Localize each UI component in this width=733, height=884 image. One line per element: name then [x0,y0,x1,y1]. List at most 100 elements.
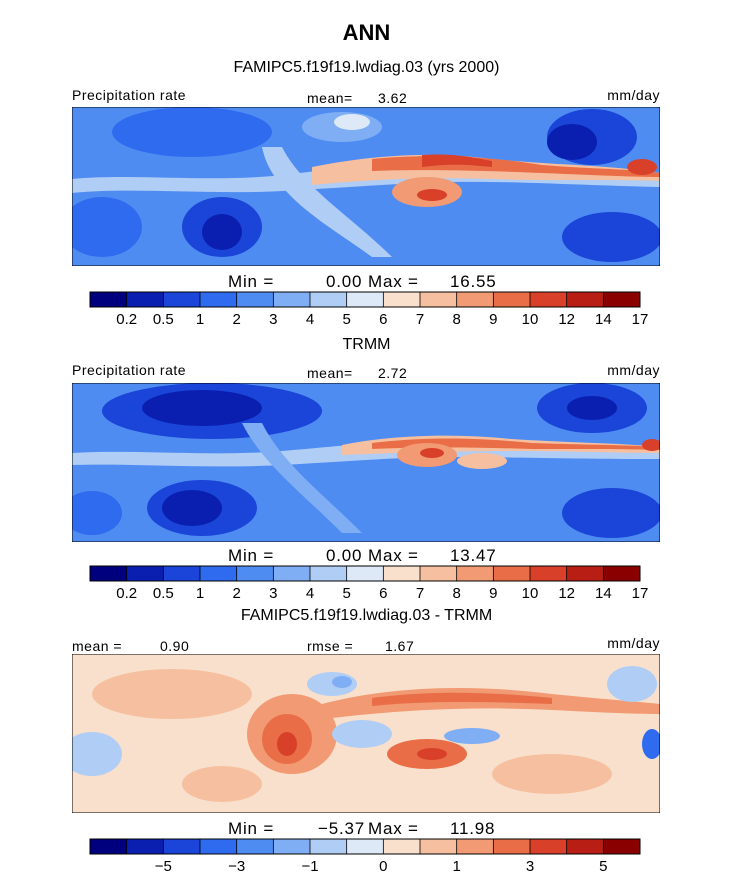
colorbar-tick-label: 0.5 [153,585,174,602]
colorbar-tick-label: 8 [452,311,460,328]
colorbar-tick-label: 1 [196,311,204,328]
colorbar-tick-label: 9 [489,585,497,602]
panel3-max-label: Max = [368,819,419,838]
panel3-map [72,654,660,813]
colorbar-swatch [200,566,238,581]
colorbar-swatch [273,292,311,307]
colorbar-tick-label: 2 [232,311,240,328]
colorbar-swatch [90,566,128,581]
colorbar-tick-label: 3 [269,585,277,602]
panel3-units-label: mm/day [607,635,660,651]
colorbar-swatch [273,566,311,581]
panel3-mean-value: 0.90 [160,638,190,654]
colorbar-tick-label: 4 [306,311,314,328]
colorbar-swatch [200,292,238,307]
colorbar-tick-label: 9 [489,311,497,328]
panel2-variable-label: Precipitation rate [72,362,187,378]
colorbar-swatch [456,839,494,854]
panel1-mean-value: 3.62 [378,90,408,106]
colorbar-tick-label: 17 [632,585,649,602]
colorbar-swatch [200,839,238,854]
colorbar-tick-label: 3 [526,858,534,875]
colorbar-tick-label: 5 [599,858,607,875]
colorbar-swatch [346,566,384,581]
colorbar-tick-label: 12 [558,585,575,602]
panel1-units-label: mm/day [607,87,660,103]
panel1-variable-label: Precipitation rate [72,87,187,103]
colorbar-tick-label: 4 [306,585,314,602]
colorbar-tick-label: 5 [342,585,350,602]
colorbar-tick-label: −5 [155,858,172,875]
panel2-colorbar: 0.2 0.5 1 2 3 4 5 6 7 8 9 10 12 14 17 [89,565,648,602]
panel1-mean-label: mean= [307,90,353,106]
colorbar-tick-label: 7 [416,311,424,328]
colorbar-tick-label: 17 [632,311,649,328]
colorbar-swatch [493,839,531,854]
colorbar-swatch [420,839,458,854]
panel1-min-label: Min = [228,272,275,291]
panel3-max-value: 11.98 [450,819,496,838]
colorbar-tick-label: 1 [452,858,460,875]
colorbar-swatch [126,839,164,854]
panel2-max-label: Max = [368,546,419,565]
colorbar-tick-label: 1 [196,585,204,602]
colorbar-tick-label: 6 [379,311,387,328]
colorbar-swatch [346,839,384,854]
colorbar-swatch [530,566,568,581]
panel2-mean-value: 2.72 [378,365,408,381]
colorbar-swatch [566,292,604,307]
colorbar-tick-label: 2 [232,585,240,602]
panel2-mean-label: mean= [307,365,353,381]
colorbar-swatch [163,292,201,307]
panel2-max-value: 13.47 [450,546,497,565]
colorbar-swatch [420,566,458,581]
colorbar-tick-label: 8 [452,585,460,602]
colorbar-frame [89,565,641,582]
colorbar-swatch [126,292,164,307]
colorbar-tick-label: 7 [416,585,424,602]
panel2-map [72,383,660,542]
colorbar-tick-label: 5 [342,311,350,328]
colorbar-tick-label: −3 [228,858,245,875]
colorbar-tick-label: 0.5 [153,311,174,328]
colorbar-swatch [566,839,604,854]
colorbar-swatch [126,566,164,581]
colorbar-tick-label: 10 [522,311,539,328]
colorbar-swatch [310,839,348,854]
colorbar-swatch [530,292,568,307]
colorbar-tick-label: 0.2 [116,585,137,602]
colorbar-swatch [456,292,494,307]
panel2-units-label: mm/day [607,362,660,378]
colorbar-swatch [383,292,421,307]
panel3-colorbar: −5 −3 −1 0 1 3 5 [89,838,641,875]
panel1-map [72,107,660,266]
colorbar-frame [89,838,641,855]
colorbar-tick-label: 0.2 [116,311,137,328]
colorbar-swatch [456,566,494,581]
colorbar-swatch [383,566,421,581]
panel2-min-value: 0.00 [326,546,363,565]
colorbar-tick-label: 12 [558,311,575,328]
colorbar-tick-label: 10 [522,585,539,602]
colorbar-swatch [90,292,128,307]
colorbar-swatch [273,839,311,854]
colorbar-swatch [603,566,641,581]
colorbar-tick-label: 6 [379,585,387,602]
panel3-title: FAMIPC5.f19f19.lwdiag.03 - TRMM [240,607,493,624]
colorbar-tick-label: −1 [301,858,318,875]
colorbar-swatch [383,839,421,854]
panel3-rmse-value: 1.67 [385,638,415,654]
panel1-min-value: 0.00 [326,272,363,291]
colorbar-swatch [236,292,274,307]
panel3-min-label: Min = [228,819,275,838]
colorbar-swatch [493,292,531,307]
panel1-max-label: Max = [368,272,419,291]
panel2-title: TRMM [342,336,391,353]
colorbar-swatch [310,566,348,581]
colorbar-tick-label: 0 [379,858,387,875]
panel3-min-value: −5.37 [318,819,366,838]
colorbar-tick-label: 14 [595,585,612,602]
panel1-colorbar: 0.2 0.5 1 2 3 4 5 6 7 8 9 10 12 14 17 [89,291,648,328]
colorbar-swatch [163,566,201,581]
colorbar-swatch [163,839,201,854]
